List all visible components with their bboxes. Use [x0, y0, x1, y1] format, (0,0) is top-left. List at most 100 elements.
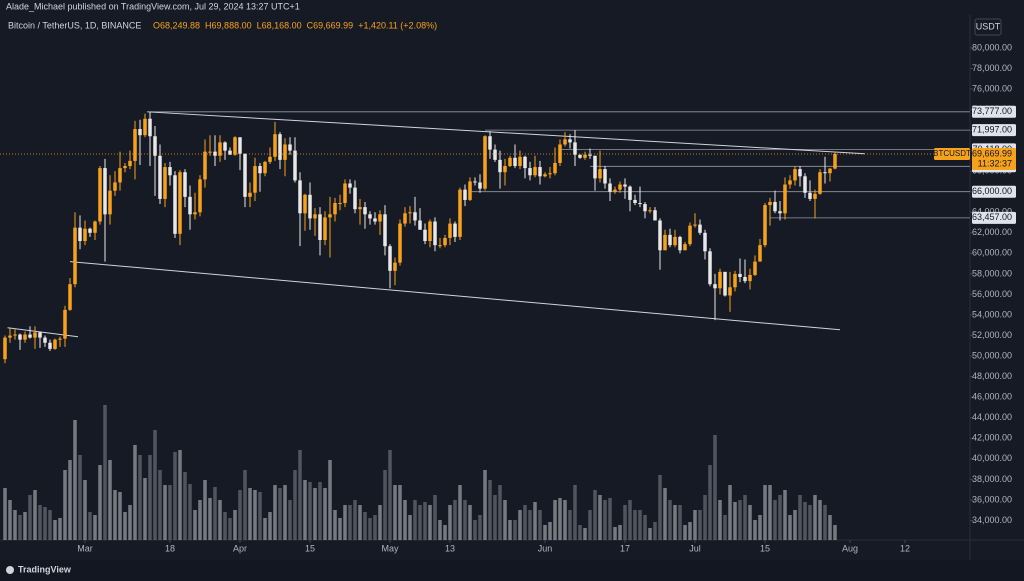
volume-bar: [148, 455, 152, 540]
logo-icon: [6, 566, 14, 574]
candle-body: [478, 182, 482, 189]
candle-body: [443, 237, 447, 246]
volume-bar: [453, 500, 457, 540]
volume-bar: [203, 480, 207, 540]
level-label-box: [972, 124, 1016, 137]
candle-body: [68, 284, 72, 310]
volume-bar: [298, 450, 302, 540]
candle-body: [513, 157, 517, 167]
volume-bar: [353, 500, 357, 540]
candle-body: [573, 142, 577, 155]
volume-bar: [193, 510, 197, 540]
volume-bar: [723, 515, 727, 540]
volume-bar: [788, 515, 792, 540]
level-label-box: [972, 105, 1016, 118]
candle-body: [333, 203, 337, 215]
volume-bar: [733, 502, 737, 540]
candle-body: [738, 273, 742, 277]
candle-body: [703, 232, 707, 252]
candle-body: [763, 205, 767, 246]
candle-body: [238, 137, 242, 154]
candle-body: [233, 137, 237, 155]
candle-body: [773, 201, 777, 212]
volume-bar: [713, 435, 717, 540]
volume-bar: [743, 495, 747, 540]
volume-bar: [213, 487, 217, 540]
y-tick-label: 52,000.00: [972, 330, 1012, 340]
candle-body: [168, 167, 172, 176]
candle-body: [783, 184, 787, 214]
level-label-box: [972, 185, 1016, 198]
volume-bar: [123, 512, 127, 540]
candle-body: [73, 227, 77, 285]
candle-body: [418, 220, 422, 230]
candle-body: [833, 154, 837, 169]
candle-body: [538, 167, 542, 177]
volume-bar: [468, 505, 472, 540]
candle-body: [433, 221, 437, 246]
volume-bar: [433, 495, 437, 540]
candle-body: [793, 169, 797, 181]
candle-body: [213, 151, 217, 156]
volume-bar: [418, 505, 422, 540]
candle-body: [683, 244, 687, 251]
candle-body: [78, 227, 82, 242]
volume-bar: [473, 520, 477, 540]
candle-body: [403, 213, 407, 224]
volume-bar: [223, 512, 227, 540]
candle-body: [618, 184, 622, 190]
volume-bar: [218, 500, 222, 540]
volume-bar: [73, 420, 77, 540]
y-tick-label: 60,000.00: [972, 248, 1012, 258]
volume-bar: [373, 515, 377, 540]
x-tick-label: Jun: [538, 543, 553, 553]
candle-body: [273, 134, 277, 157]
candle-body: [518, 156, 522, 167]
volume-bar: [638, 510, 642, 540]
level-label: 71,997.00: [972, 124, 1012, 134]
candle-body: [358, 207, 362, 210]
volume-bar: [28, 495, 32, 540]
volume-bar: [428, 505, 432, 540]
candle-body: [43, 337, 47, 343]
volume-bar: [593, 490, 597, 540]
volume-bar: [408, 515, 412, 540]
ohlc-value: L68,168.00: [257, 20, 302, 30]
volume-bar: [128, 505, 132, 540]
volume-bar: [513, 520, 517, 540]
volume-bar: [173, 452, 177, 540]
volume-bar: [758, 515, 762, 540]
volume-bar: [653, 522, 657, 540]
volume-bar: [333, 510, 337, 540]
volume-bar: [393, 485, 397, 540]
y-tick-label: 56,000.00: [972, 289, 1012, 299]
candle-body: [678, 236, 682, 251]
candle-body: [673, 236, 677, 246]
x-tick-label: 12: [900, 543, 910, 553]
volume-bar: [803, 502, 807, 540]
candle-body: [568, 139, 572, 143]
volume-bar: [338, 518, 342, 540]
candle-body: [423, 229, 427, 242]
candle-body: [343, 183, 347, 204]
volume-bar: [243, 470, 247, 540]
candle-body: [498, 159, 502, 173]
volume-bar: [153, 430, 157, 540]
candle-body: [353, 187, 357, 210]
volume-bar: [448, 505, 452, 540]
candle-body: [713, 284, 717, 289]
candle-body: [813, 193, 817, 199]
candle-body: [328, 214, 332, 218]
candle-body: [398, 223, 402, 263]
symbol: Bitcoin / TetherUS, 1D, BINANCE: [8, 20, 141, 30]
x-tick-label: 18: [165, 543, 175, 553]
volume-bar: [38, 505, 42, 540]
candle-body: [523, 156, 527, 169]
candle-body: [623, 184, 627, 187]
countdown: 11:32:37: [978, 158, 1012, 168]
volume-bar: [823, 505, 827, 540]
candle-body: [218, 142, 222, 156]
candle-body: [368, 214, 372, 219]
candle-body: [53, 339, 57, 349]
y-tick-label: 40,000.00: [972, 453, 1012, 463]
